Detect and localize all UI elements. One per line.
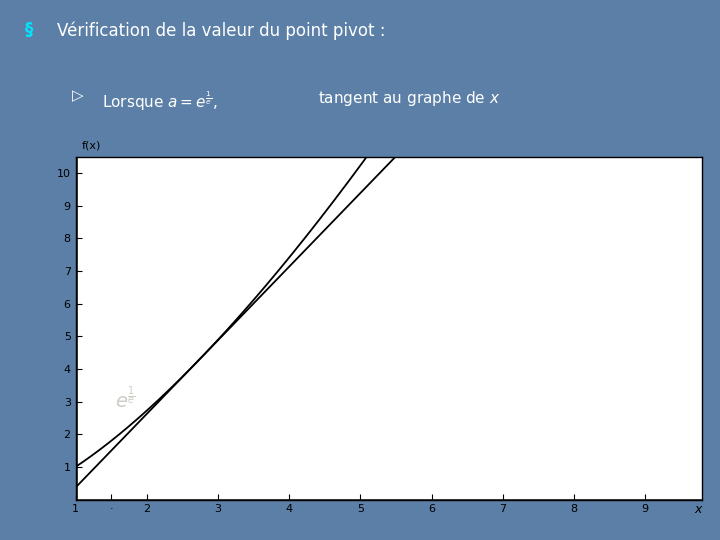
Text: Lorsque $a = e^{\frac{1}{e}},$: Lorsque $a = e^{\frac{1}{e}},$ [102, 89, 218, 112]
Text: tangent au graphe de $x$: tangent au graphe de $x$ [318, 89, 500, 107]
Text: Vérification de la valeur du point pivot :: Vérification de la valeur du point pivot… [57, 21, 385, 39]
Text: §: § [24, 21, 33, 39]
Text: $\triangleright$: $\triangleright$ [71, 89, 84, 104]
Text: $e^{\frac{1}{e}}$: $e^{\frac{1}{e}}$ [114, 385, 136, 411]
Text: x: x [695, 503, 702, 516]
Text: f(x): f(x) [81, 140, 101, 150]
